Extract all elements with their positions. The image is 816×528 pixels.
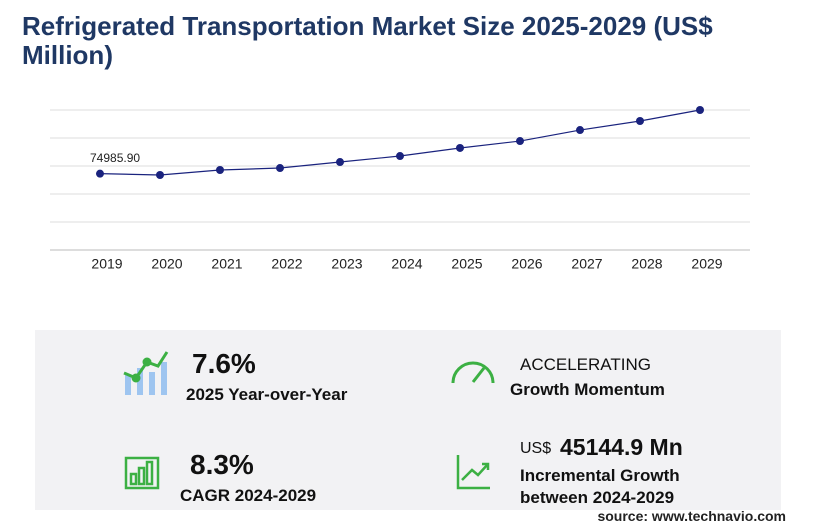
chart-title: Refrigerated Transportation Market Size … (22, 11, 713, 70)
point (456, 143, 464, 152)
point (696, 106, 704, 114)
kpi-label: Growth Momentum (510, 380, 665, 399)
kpi-panel (35, 330, 781, 510)
icon-cagr (124, 456, 160, 490)
x-tick-label: 2027 (571, 256, 602, 272)
kpi-value: ACCELERATING (520, 355, 651, 374)
kpi-label: CAGR 2024-2029 (180, 486, 317, 505)
point (216, 166, 224, 175)
kpi-label: 2025 Year-over-Year (186, 385, 348, 404)
point (96, 169, 104, 178)
icon-incr (456, 455, 490, 490)
point (516, 137, 524, 146)
point (276, 164, 284, 173)
point (156, 171, 164, 180)
x-tick-label: 2026 (511, 256, 542, 272)
x-tick-label: 2021 (211, 256, 242, 272)
point (336, 158, 344, 167)
point (576, 126, 584, 135)
x-tick-label: 2023 (331, 256, 362, 272)
x-tick-label: 2029 (691, 256, 722, 272)
x-tick-label: 2020 (151, 256, 182, 272)
x-tick-label: 2025 (451, 256, 482, 272)
kpi-value: 7.6% (192, 348, 256, 379)
x-tick-label: 2019 (91, 256, 122, 272)
icon-yoy (123, 351, 169, 395)
x-tick-label: 2028 (631, 256, 662, 272)
source: source: www.technavio.com (597, 508, 786, 524)
point (636, 116, 644, 125)
kpi-label: between 2024-2029 (520, 488, 675, 507)
point (396, 152, 404, 161)
kpi-value: 45144.9 Mn (560, 434, 683, 460)
icon-gauge (451, 361, 495, 384)
kpi-value: 8.3% (190, 449, 254, 480)
kpi-label: Incremental Growth (520, 466, 680, 485)
x-tick-label: 2022 (271, 256, 302, 272)
kpi-prefix: US$ (520, 440, 552, 457)
chart: 2019 2020 2021 2022 2023 2024 2025 2026 2027 2028… (50, 106, 750, 272)
data-label: 74985.90 (90, 151, 140, 165)
x-tick-label: 2024 (391, 256, 422, 272)
